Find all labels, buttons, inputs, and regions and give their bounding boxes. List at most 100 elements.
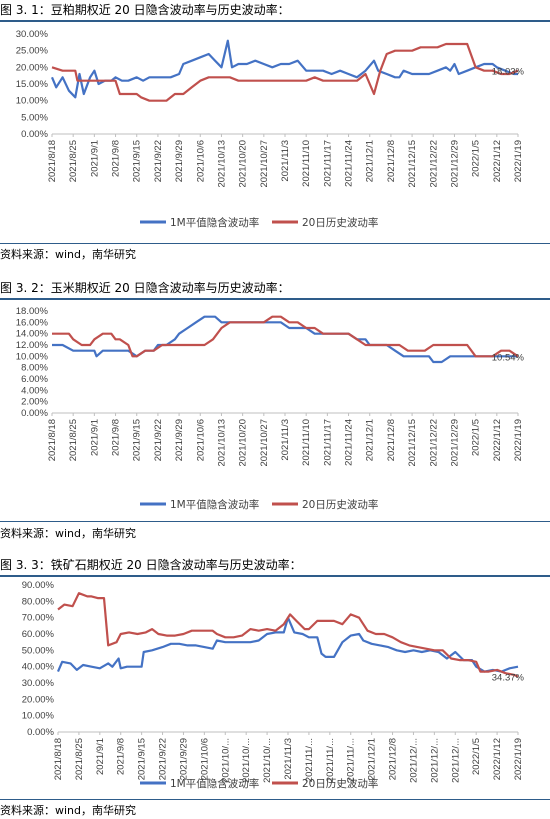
- x-tick-label: 2022/1/12: [492, 738, 503, 780]
- x-tick-label: 2022/1/12: [492, 140, 503, 182]
- x-tick-label: 2022/1/12: [492, 419, 503, 461]
- x-tick-label: 2021/11/17: [322, 419, 333, 466]
- source-2: 资料来源：wind，南华研究: [0, 527, 137, 540]
- y-tick-label: 90.00%: [22, 580, 55, 591]
- y-tick-label: 80.00%: [22, 596, 55, 607]
- legend-historical-label: 20日历史波动率: [302, 216, 378, 229]
- x-tick-label: 2021/10/13: [216, 140, 227, 188]
- x-tick-label: 2021/12/8: [386, 419, 397, 461]
- implied-vol-line: [50, 39, 518, 99]
- x-tick-label: 2022/1/5: [471, 419, 482, 456]
- y-tick-label: 10.00%: [22, 711, 55, 722]
- figure-2-title: 图 3. 2：玉米期权近 20 日隐含波动率与历史波动率：: [0, 281, 290, 295]
- legend-implied-label: 1M平值隐含波动率: [170, 777, 259, 790]
- x-tick-label: 2022/1/5: [471, 738, 482, 775]
- y-tick-label: 10.00%: [16, 96, 49, 107]
- x-tick-label: 2021/12/8: [386, 140, 397, 182]
- x-tick-label: 2021/12/15: [407, 140, 418, 188]
- historical-vol-line: [57, 592, 519, 678]
- x-tick-label: 2021/9/8: [111, 419, 122, 456]
- x-tick-label: 2021/10/...: [220, 738, 231, 783]
- x-tick-label: 2021/11/24: [344, 140, 355, 187]
- figure-3-title: 图 3. 3：铁矿石期权近 20 日隐含波动率与历史波动率：: [0, 558, 302, 572]
- y-tick-label: 0.00%: [21, 129, 48, 140]
- y-tick-label: 70.00%: [22, 613, 55, 624]
- x-tick-label: 2021/12/29: [449, 140, 460, 188]
- y-tick-label: 10.00%: [16, 351, 49, 362]
- figure-3-rule: [0, 575, 550, 577]
- historical-vol-line: [51, 42, 519, 102]
- x-tick-label: 2021/9/15: [137, 738, 148, 780]
- figure-2-rule: [0, 298, 550, 300]
- x-tick-label: 2021/11/10: [301, 140, 312, 187]
- x-tick-label: 2021/10/20: [238, 140, 249, 188]
- x-tick-label: 2021/10/6: [195, 419, 206, 461]
- y-tick-label: 6.00%: [21, 374, 48, 385]
- x-tick-label: 2021/12/15: [407, 419, 418, 467]
- x-tick-label: 2021/8/18: [47, 419, 58, 461]
- end-value-label: 10.54%: [492, 352, 525, 363]
- x-tick-label: 2021/12/22: [428, 419, 439, 467]
- x-tick-label: 2021/12/...: [408, 738, 419, 783]
- x-tick-label: 2021/9/8: [116, 738, 127, 775]
- source-2-rule: [0, 521, 550, 522]
- legend-historical-label: 20日历史波动率: [302, 777, 378, 790]
- source-3: 资料来源：wind，南华研究: [0, 804, 137, 817]
- x-tick-label: 2021/10/...: [262, 738, 273, 783]
- x-tick-label: 2021/10/13: [216, 419, 227, 467]
- y-tick-label: 0.00%: [21, 408, 48, 419]
- legend-implied-label: 1M平值隐含波动率: [170, 216, 259, 229]
- x-tick-label: 2022/1/19: [513, 738, 524, 780]
- implied-vol-line: [56, 616, 519, 673]
- x-tick-label: 2021/10/6: [199, 738, 210, 780]
- x-tick-label: 2021/9/8: [111, 140, 122, 177]
- y-tick-label: 8.00%: [21, 363, 48, 374]
- x-tick-label: 2021/12/1: [365, 140, 376, 182]
- x-tick-label: 2022/1/19: [513, 140, 524, 182]
- legend: 1M平值隐含波动率 20日历史波动率: [140, 777, 378, 790]
- x-tick-label: 2021/11/3: [280, 140, 291, 182]
- y-tick-label: 30.00%: [16, 29, 49, 40]
- x-tick-label: 2021/12/...: [429, 738, 440, 783]
- y-tick-label: 18.00%: [16, 306, 49, 317]
- x-tick-label: 2021/11/...: [304, 738, 315, 782]
- y-tick-label: 30.00%: [22, 678, 55, 689]
- y-tick-label: 60.00%: [22, 629, 55, 640]
- x-tick-label: 2021/8/18: [53, 738, 64, 780]
- x-tick-label: 2021/11/24: [344, 419, 355, 466]
- chart-iron-ore: 0.00% 10.00% 20.00% 30.00% 40.00% 50.00% 60.00…: [22, 580, 525, 790]
- x-tick-label: 2021/9/22: [158, 738, 169, 780]
- x-tick-label: 2021/11/3: [280, 419, 291, 461]
- x-tick-label: 2021/12/1: [367, 738, 378, 780]
- end-value-label: 18.03%: [492, 67, 525, 78]
- x-tick-label: 2021/10/20: [238, 419, 249, 467]
- x-tick-label: 2021/12/22: [428, 140, 439, 188]
- x-tick-label: 2022/1/5: [471, 140, 482, 177]
- y-tick-label: 4.00%: [21, 385, 48, 396]
- x-tick-label: 2021/9/29: [174, 140, 185, 182]
- implied-vol-line: [52, 315, 518, 364]
- y-tick-label: 12.00%: [16, 340, 49, 351]
- source-3-rule: [0, 799, 550, 800]
- y-tick-label: 15.00%: [16, 79, 49, 90]
- source-1-rule: [0, 243, 550, 244]
- x-tick-label: 2021/10/6: [195, 140, 206, 182]
- figure-1-title: 图 3. 1：豆粕期权近 20 日隐含波动率与历史波动率：: [0, 3, 290, 17]
- legend-implied-label: 1M平值隐含波动率: [170, 498, 259, 511]
- legend-historical-label: 20日历史波动率: [302, 498, 378, 511]
- historical-vol-line: [52, 315, 519, 358]
- x-tick-label: 2021/9/29: [174, 419, 185, 461]
- x-tick-label: 2022/1/19: [513, 419, 524, 461]
- x-tick-label: 2021/10/27: [259, 419, 270, 467]
- x-tick-label: 2021/9/1: [89, 419, 100, 456]
- x-tick-label: 2021/8/25: [74, 738, 85, 780]
- end-value-label: 34.37%: [492, 672, 525, 683]
- x-tick-label: 2021/12/...: [450, 738, 461, 783]
- x-tick-label: 2021/8/25: [68, 419, 79, 461]
- x-tick-label: 2021/12/29: [449, 419, 460, 467]
- x-tick-label: 2021/9/1: [89, 140, 100, 177]
- y-tick-label: 14.00%: [16, 329, 49, 340]
- y-tick-label: 50.00%: [22, 645, 55, 656]
- x-tick-label: 2021/8/25: [68, 140, 79, 182]
- source-1: 资料来源：wind，南华研究: [0, 248, 137, 261]
